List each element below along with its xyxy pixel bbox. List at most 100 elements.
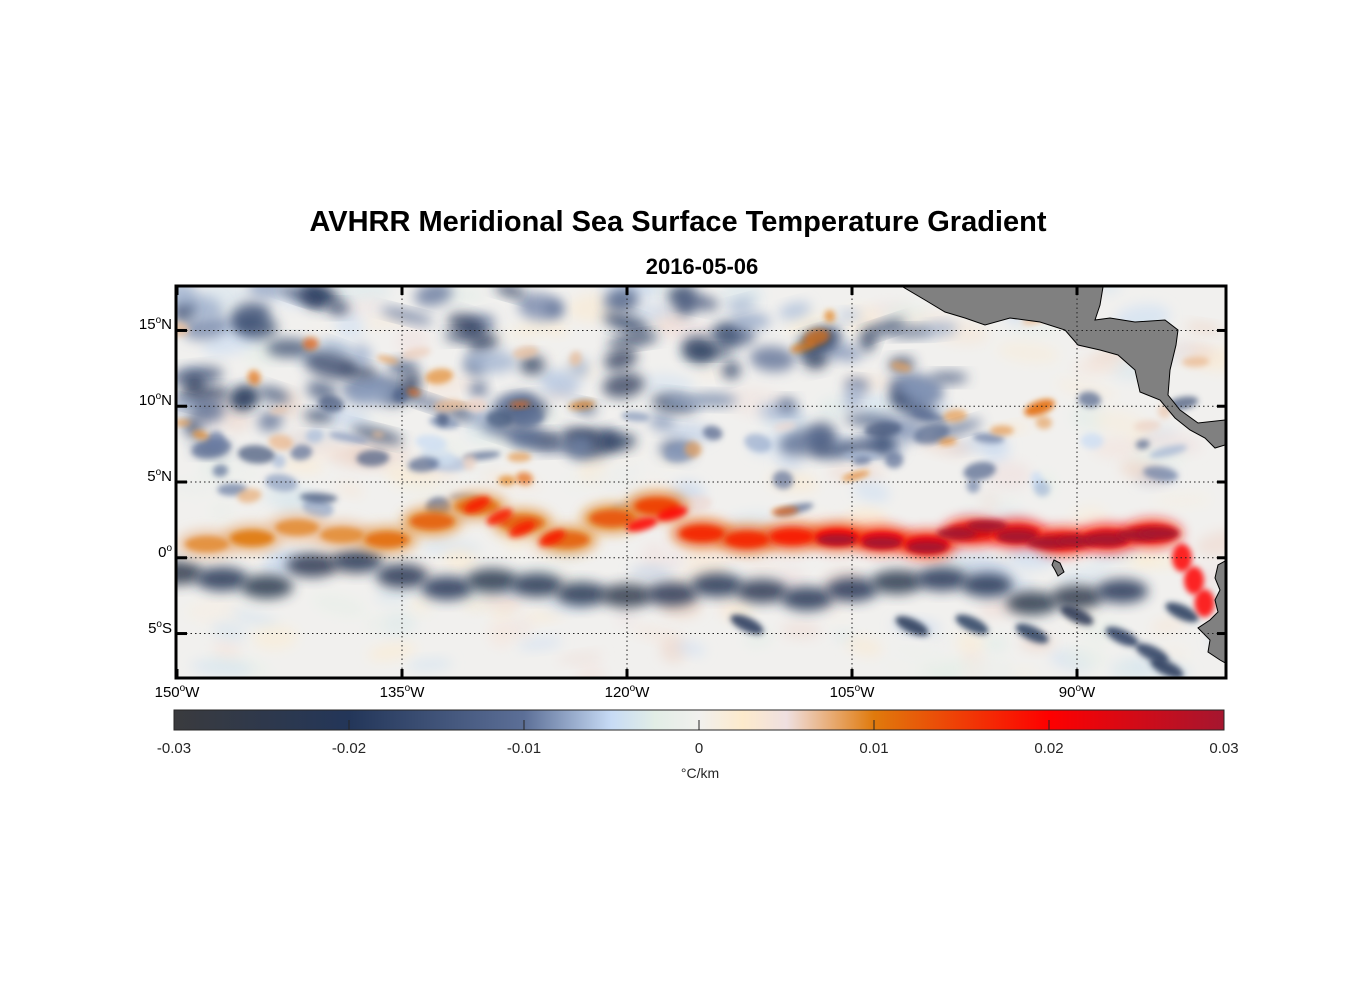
field-patch (1024, 399, 1055, 417)
field-patch (335, 287, 392, 304)
field-patch (964, 493, 1024, 507)
field-patch (305, 428, 324, 443)
field-patch (546, 300, 564, 318)
field-patch (646, 582, 698, 607)
field-patch (229, 387, 261, 409)
field-patch (519, 354, 546, 375)
field-patch (220, 405, 251, 433)
x-tick-label: 105oW (812, 684, 892, 702)
field-patch (588, 465, 645, 497)
y-tick-label: 5oN (112, 467, 172, 486)
field-patch (730, 311, 771, 330)
degree-symbol: o (155, 391, 162, 403)
field-patch (966, 479, 980, 493)
field-patch (1090, 544, 1142, 565)
field-patch (509, 520, 535, 538)
y-tick-label: 15oN (112, 315, 172, 334)
field-patch (886, 326, 932, 338)
field-patch (304, 321, 336, 342)
field-patch (803, 329, 830, 346)
field-patch (1092, 410, 1146, 436)
field-patch (1096, 579, 1148, 604)
field-patch (852, 456, 872, 466)
field-patch (599, 444, 646, 465)
field-patch (907, 541, 947, 554)
field-patch (312, 593, 366, 617)
field-patch (896, 377, 942, 401)
field-patch (278, 287, 323, 305)
field-patch (722, 361, 741, 380)
x-tick-label: 135oW (362, 684, 442, 702)
field-patch (302, 498, 334, 518)
field-patch (433, 399, 464, 412)
field-patch (673, 292, 720, 311)
field-patch (943, 409, 968, 422)
field-patch (648, 413, 676, 431)
y-tick-degree: 5 (147, 468, 156, 485)
field-patch (191, 599, 236, 629)
field-patch (464, 496, 490, 513)
field-patch (328, 432, 368, 444)
field-patch (1135, 643, 1169, 664)
degree-symbol: o (629, 683, 636, 694)
field-patch (467, 397, 487, 413)
land-galapagos (1051, 559, 1065, 577)
field-patch (862, 536, 902, 549)
field-patch (333, 311, 365, 340)
field-patch (749, 346, 796, 372)
degree-symbol: o (155, 467, 162, 478)
field-patch (743, 629, 774, 648)
field-patch (938, 437, 957, 446)
x-tick-hemisphere: W (1081, 684, 1096, 701)
field-patch (641, 542, 668, 572)
field-patch (462, 454, 477, 471)
field-patch (1060, 605, 1094, 626)
degree-symbol: o (166, 542, 172, 554)
field-patch (928, 371, 969, 384)
field-patch (710, 323, 740, 349)
field-patch (1077, 391, 1102, 408)
field-patch (1080, 433, 1104, 449)
field-patch (607, 333, 659, 348)
field-patch (605, 433, 637, 451)
field-patch (955, 614, 989, 635)
field-patch (556, 582, 608, 607)
field-patch (691, 573, 743, 597)
field-patch (299, 492, 338, 503)
field-patch (212, 639, 241, 661)
y-tick-degree: 10 (138, 392, 156, 410)
field-patch (257, 411, 283, 432)
field-patch (539, 530, 565, 547)
degree-symbol: o (156, 618, 162, 630)
colorbar-tick-label: -0.03 (156, 740, 192, 757)
field-patch (1011, 320, 1059, 337)
field-patch (884, 451, 904, 469)
field-patch (241, 574, 293, 599)
field-patch (1051, 585, 1103, 610)
field-patch (185, 536, 229, 553)
field-patch (351, 343, 372, 368)
field-patch (842, 438, 899, 454)
field-patch (626, 517, 658, 532)
field-patch (410, 513, 454, 530)
x-tick-degree: 120 (604, 684, 630, 701)
field-patch (469, 380, 488, 398)
field-patch (364, 315, 409, 328)
field-patch (777, 397, 797, 412)
field-patch (416, 375, 477, 398)
x-tick-hemisphere: W (860, 684, 875, 701)
x-tick-label: 120oW (587, 683, 667, 702)
field-patch (237, 488, 262, 503)
field-patch (853, 480, 891, 503)
field-patch (1181, 356, 1210, 368)
land-south-america (1197, 560, 1225, 664)
degree-symbol: o (155, 315, 162, 327)
y-tick-hemisphere: S (161, 619, 172, 637)
field-patch (642, 373, 695, 396)
field-patch (837, 309, 863, 321)
field-patch (685, 547, 728, 579)
field-patch (466, 568, 518, 593)
field-patch (318, 395, 345, 413)
field-patch (890, 361, 912, 372)
